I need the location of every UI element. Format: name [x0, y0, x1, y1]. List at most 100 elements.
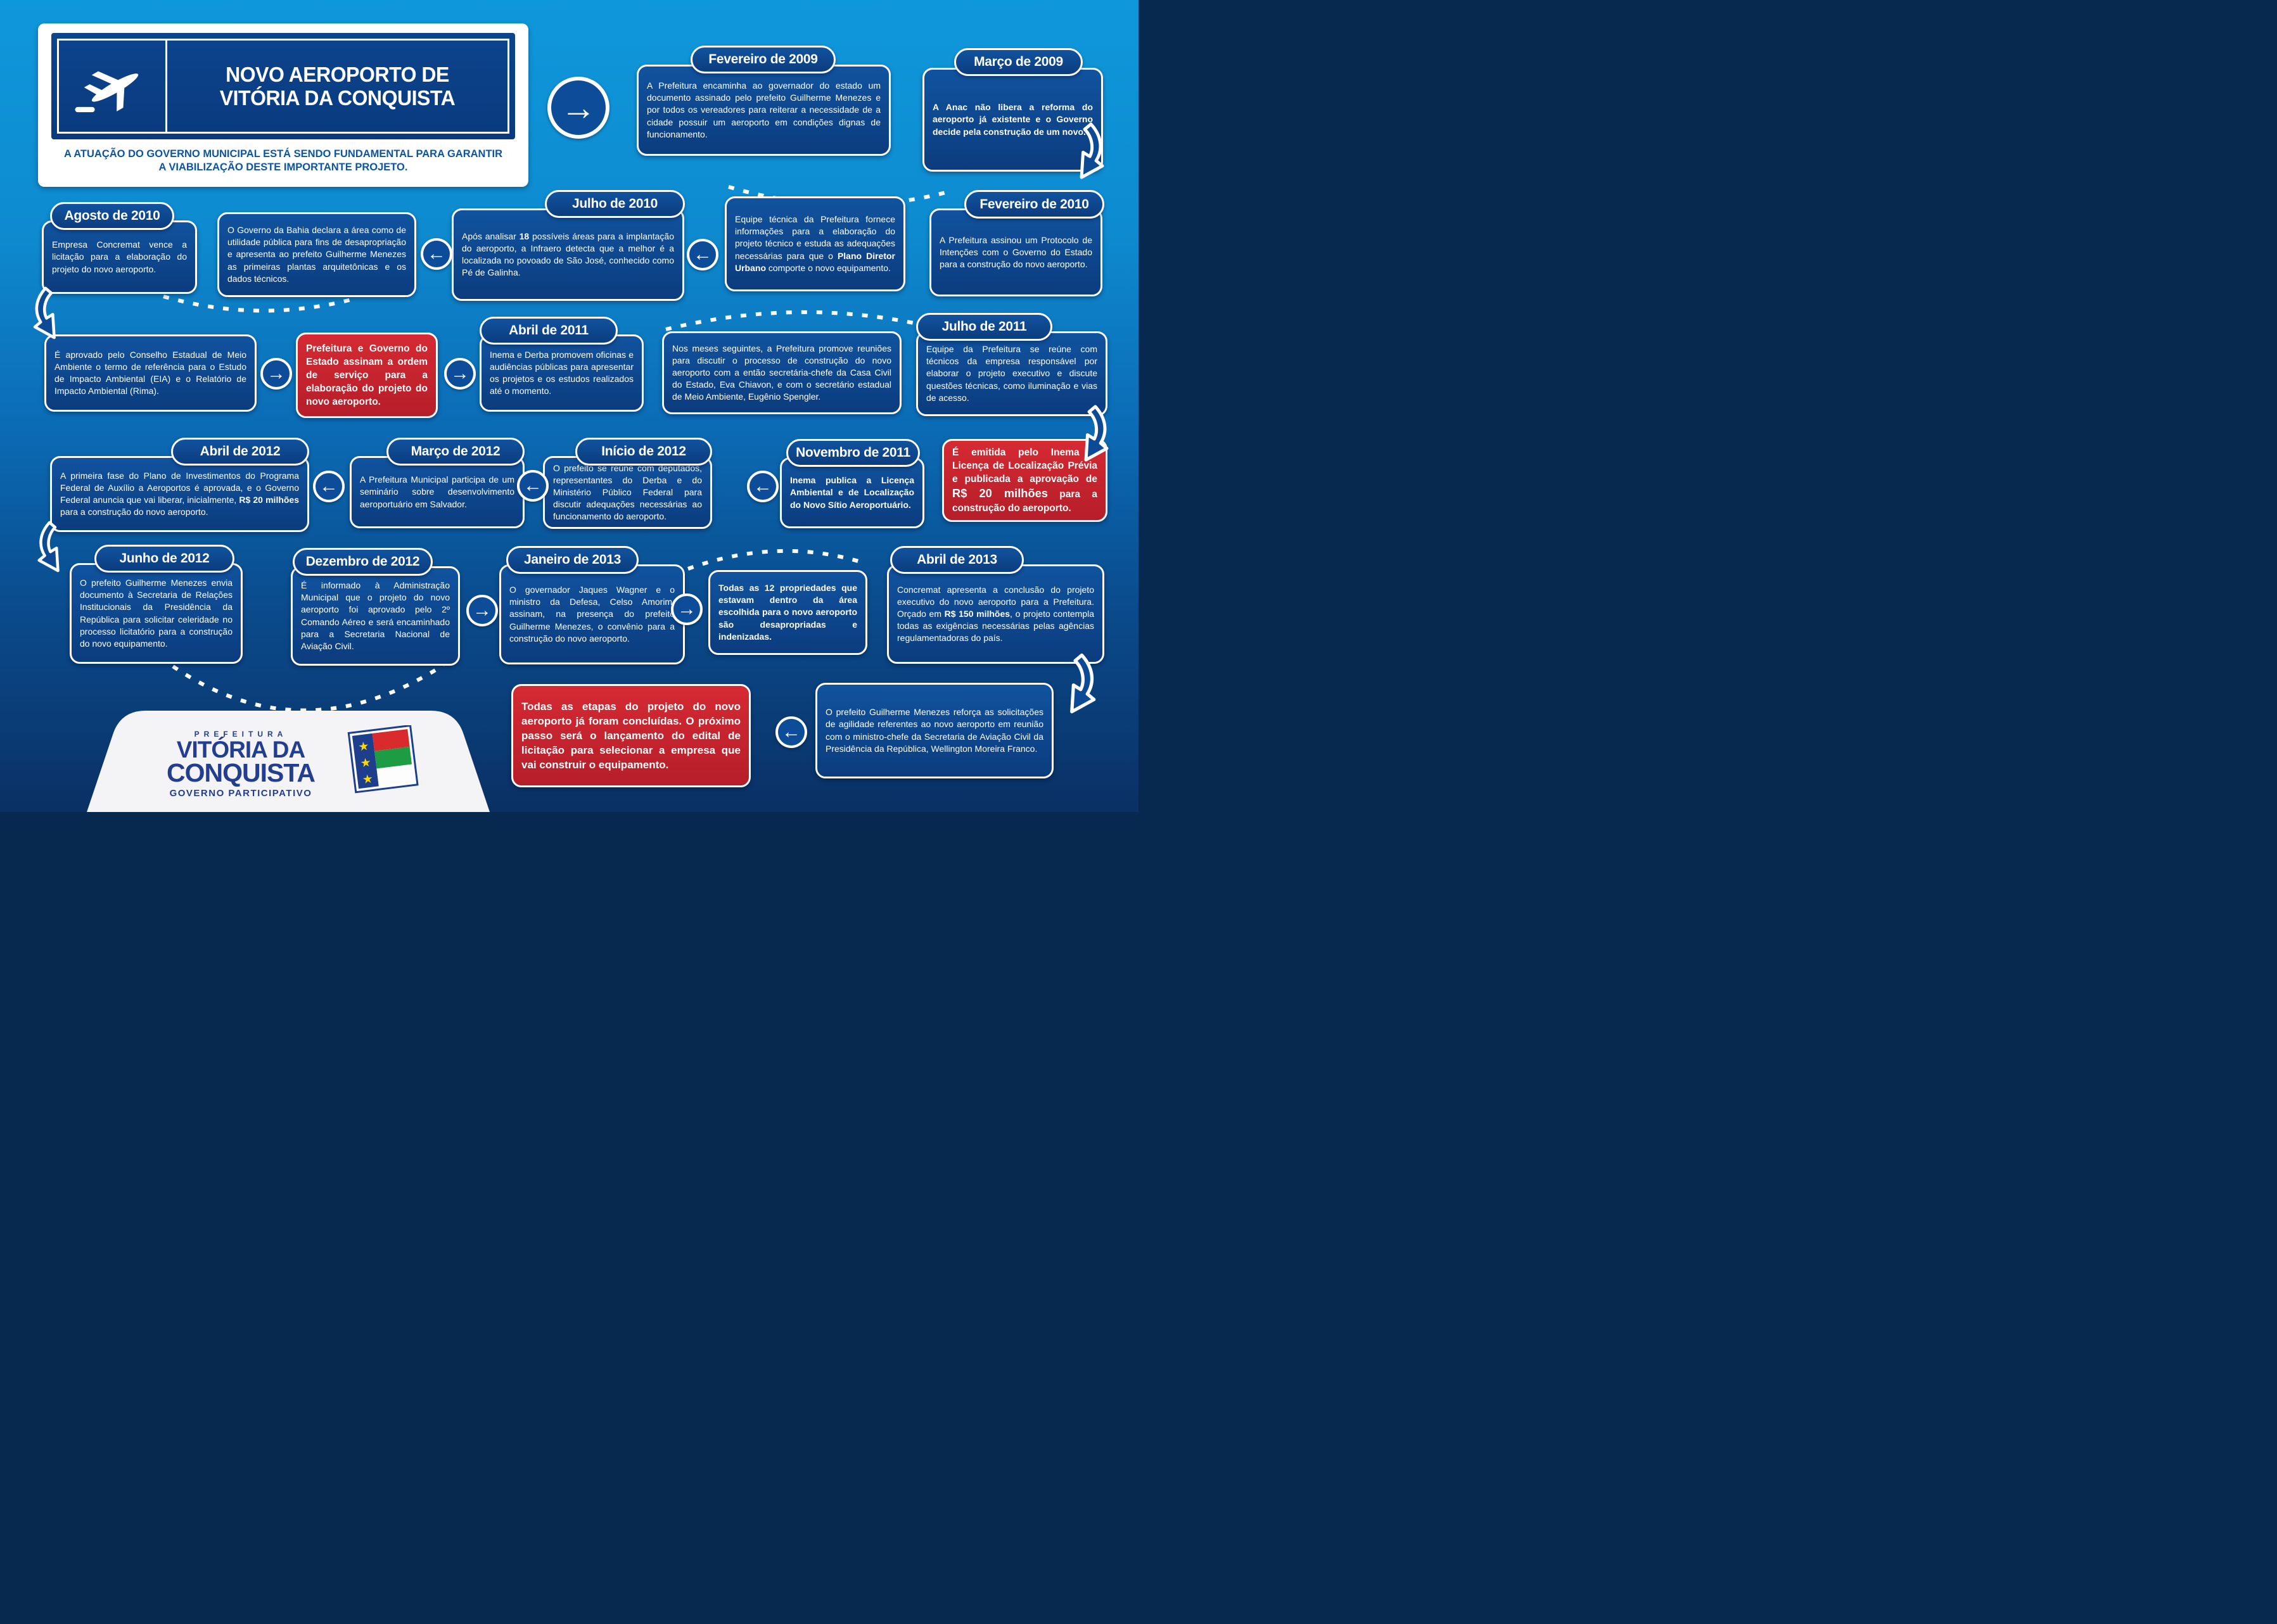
- event-card-inicio-2012: O prefeito se reúne com deputados, repre…: [543, 456, 712, 529]
- event-text-marco-2009: A Anac não libera a reforma do aeroporto…: [933, 102, 1093, 137]
- event-card-novembro-2011: Inema publica a Licença Ambiental e de L…: [780, 457, 924, 528]
- flow-arrow-left-icon: ←: [517, 470, 549, 502]
- plane-taking-off-icon: [75, 71, 139, 113]
- event-text-inicio-2012: O prefeito se reúne com deputados, repre…: [553, 462, 702, 522]
- svg-text:★: ★: [360, 756, 372, 771]
- flow-arrow-right-icon: →: [547, 77, 609, 139]
- arrow-right-glyph: →: [473, 600, 492, 621]
- sign-title: NOVO AEROPORTO DE VITÓRIA DA CONQUISTA: [172, 41, 502, 132]
- event-card-janeiro-2013: O governador Jaques Wagner e o ministro …: [499, 564, 685, 664]
- airport-sign-frame: NOVO AEROPORTO DE VITÓRIA DA CONQUISTA: [57, 39, 509, 134]
- event-text-abril-2011: Inema e Derba promovem oficinas e audiên…: [490, 349, 634, 396]
- svg-text:★: ★: [362, 772, 374, 787]
- event-text-agosto-2010: Empresa Concremat vence a licitação para…: [52, 239, 187, 274]
- event-card-abril-2012: A primeira fase do Plano de Investimento…: [50, 456, 309, 532]
- event-card-licenca-localizacao-previa: É emitida pelo Inema a Licença de Locali…: [942, 439, 1107, 522]
- arrow-right-glyph: →: [561, 87, 596, 127]
- airport-sign: NOVO AEROPORTO DE VITÓRIA DA CONQUISTA: [51, 33, 515, 139]
- flow-arrow-left-icon: ←: [421, 238, 452, 270]
- header-panel: NOVO AEROPORTO DE VITÓRIA DA CONQUISTA A…: [38, 23, 528, 187]
- flow-arrow-right-icon: →: [260, 358, 292, 390]
- logo-prefeitura-label: PREFEITURA: [194, 730, 288, 739]
- event-text-etapas-concluidas: Todas as etapas do projeto do novo aerop…: [521, 700, 741, 771]
- flow-arrow-left-icon: ←: [775, 716, 807, 748]
- arrow-left-glyph: ←: [693, 244, 712, 265]
- event-card-propriedades-desapropriadas: Todas as 12 propriedades que estavam den…: [708, 570, 867, 655]
- hook-arrow-down-icon: [1070, 653, 1096, 714]
- arrow-right-glyph: →: [450, 363, 469, 384]
- event-text-conselho-meio-ambiente: É aprovado pelo Conselho Estadual de Mei…: [54, 349, 246, 396]
- event-date-marco-2009: Março de 2009: [954, 48, 1083, 76]
- flow-arrow-left-icon: ←: [313, 471, 345, 502]
- event-date-abril-2012: Abril de 2012: [171, 438, 309, 466]
- event-date-dezembro-2012: Dezembro de 2012: [293, 548, 433, 576]
- event-card-equipe-tecnica: Equipe técnica da Prefeitura fornece inf…: [725, 196, 905, 291]
- hook-arrow-down-icon: [1080, 122, 1104, 179]
- event-text-ordem-de-servico: Prefeitura e Governo do Estado assinam a…: [306, 343, 428, 408]
- event-date-fevereiro-2010: Fevereiro de 2010: [964, 190, 1104, 219]
- footer-logo: PREFEITURA VITÓRIA DA CONQUISTA GOVERNO …: [136, 730, 345, 799]
- hook-arrow-down-icon: [37, 521, 60, 573]
- municipal-flag-icon: ★ ★ ★: [347, 725, 419, 794]
- event-card-dezembro-2012: É informado à Administração Municipal qu…: [291, 566, 460, 666]
- event-text-fevereiro-2010: A Prefeitura assinou um Protocolo de Int…: [940, 234, 1092, 270]
- event-card-julho-2010: Após analisar 18 possíveis áreas para a …: [452, 208, 684, 301]
- event-card-marco-2009: A Anac não libera a reforma do aeroporto…: [922, 68, 1103, 172]
- arrow-right-glyph: →: [267, 363, 286, 384]
- event-card-ordem-de-servico: Prefeitura e Governo do Estado assinam a…: [296, 333, 438, 418]
- arrow-right-glyph: →: [677, 599, 696, 619]
- event-text-dezembro-2012: É informado à Administração Municipal qu…: [301, 580, 450, 651]
- event-card-reunioes-casa-civil: Nos meses seguintes, a Prefeitura promov…: [662, 331, 902, 414]
- event-card-reuniao-aviacao-civil: O prefeito Guilherme Menezes reforça as …: [815, 683, 1054, 778]
- event-text-equipe-tecnica: Equipe técnica da Prefeitura fornece inf…: [735, 214, 895, 273]
- hook-arrow-down-icon: [1084, 405, 1109, 462]
- event-card-agosto-2010: Empresa Concremat vence a licitação para…: [42, 220, 197, 294]
- event-date-agosto-2010: Agosto de 2010: [50, 202, 174, 230]
- infographic-canvas: NOVO AEROPORTO DE VITÓRIA DA CONQUISTA A…: [0, 0, 1138, 812]
- event-text-governo-bahia: O Governo da Bahia declara a área como d…: [227, 225, 406, 284]
- hook-arrow-down-icon: [33, 286, 56, 339]
- event-card-fevereiro-2010: A Prefeitura assinou um Protocolo de Int…: [929, 208, 1102, 296]
- event-card-julho-2011: Equipe da Prefeitura se reúne com técnic…: [916, 331, 1107, 416]
- event-date-junho-2012: Junho de 2012: [94, 545, 234, 573]
- event-text-fevereiro-2009: A Prefeitura encaminha ao governador do …: [647, 80, 881, 139]
- event-text-licenca-localizacao-previa: É emitida pelo Inema a Licença de Locali…: [952, 447, 1097, 514]
- event-card-abril-2011: Inema e Derba promovem oficinas e audiên…: [480, 334, 644, 412]
- arrow-left-glyph: ←: [427, 243, 446, 264]
- logo-name-line1: VITÓRIA DA: [176, 737, 305, 763]
- flow-arrow-right-icon: →: [466, 595, 498, 626]
- flow-arrow-right-icon: →: [671, 593, 703, 625]
- event-card-governo-bahia: O Governo da Bahia declara a área como d…: [217, 212, 416, 297]
- header-subtitle: A ATUAÇÃO DO GOVERNO MUNICIPAL ESTÁ SEND…: [63, 148, 503, 174]
- event-date-abril-2013: Abril de 2013: [890, 546, 1024, 574]
- sign-title-line1: NOVO AEROPORTO DE: [226, 62, 449, 86]
- sign-title-line2: VITÓRIA DA CONQUISTA: [219, 86, 456, 110]
- event-text-marco-2012: A Prefeitura Municipal participa de um s…: [360, 474, 514, 509]
- event-date-marco-2012: Março de 2012: [386, 438, 525, 466]
- event-card-junho-2012: O prefeito Guilherme Menezes envia docum…: [70, 563, 243, 664]
- event-card-conselho-meio-ambiente: É aprovado pelo Conselho Estadual de Mei…: [44, 334, 257, 412]
- flow-arrow-left-icon: ←: [687, 239, 718, 270]
- event-text-abril-2012: A primeira fase do Plano de Investimento…: [60, 470, 300, 517]
- event-text-abril-2013: Concremat apresenta a conclusão do proje…: [897, 584, 1095, 644]
- event-text-julho-2011: Equipe da Prefeitura se reúne com técnic…: [926, 344, 1097, 403]
- event-card-fevereiro-2009: A Prefeitura encaminha ao governador do …: [637, 65, 891, 156]
- logo-name-line2: CONQUISTA: [167, 758, 316, 788]
- event-text-julho-2010: Após analisar 18 possíveis áreas para a …: [462, 231, 675, 278]
- logo-tagline: GOVERNO PARTICIPATIVO: [169, 788, 312, 799]
- event-card-abril-2013: Concremat apresenta a conclusão do proje…: [887, 564, 1104, 664]
- event-text-propriedades-desapropriadas: Todas as 12 propriedades que estavam den…: [718, 583, 857, 642]
- event-date-fevereiro-2009: Fevereiro de 2009: [691, 46, 836, 73]
- event-date-novembro-2011: Novembro de 2011: [786, 439, 920, 467]
- event-date-julho-2011: Julho de 2011: [916, 313, 1052, 341]
- arrow-left-glyph: ←: [753, 476, 772, 497]
- arrow-left-glyph: ←: [523, 475, 542, 496]
- event-date-inicio-2012: Início de 2012: [575, 438, 712, 466]
- event-date-abril-2011: Abril de 2011: [480, 317, 618, 345]
- event-date-julho-2010: Julho de 2010: [545, 190, 685, 218]
- svg-text:★: ★: [357, 740, 369, 754]
- event-text-janeiro-2013: O governador Jaques Wagner e o ministro …: [509, 585, 675, 644]
- event-card-etapas-concluidas: Todas as etapas do projeto do novo aerop…: [511, 684, 751, 787]
- event-card-marco-2012: A Prefeitura Municipal participa de um s…: [350, 456, 525, 528]
- event-text-junho-2012: O prefeito Guilherme Menezes envia docum…: [80, 578, 233, 649]
